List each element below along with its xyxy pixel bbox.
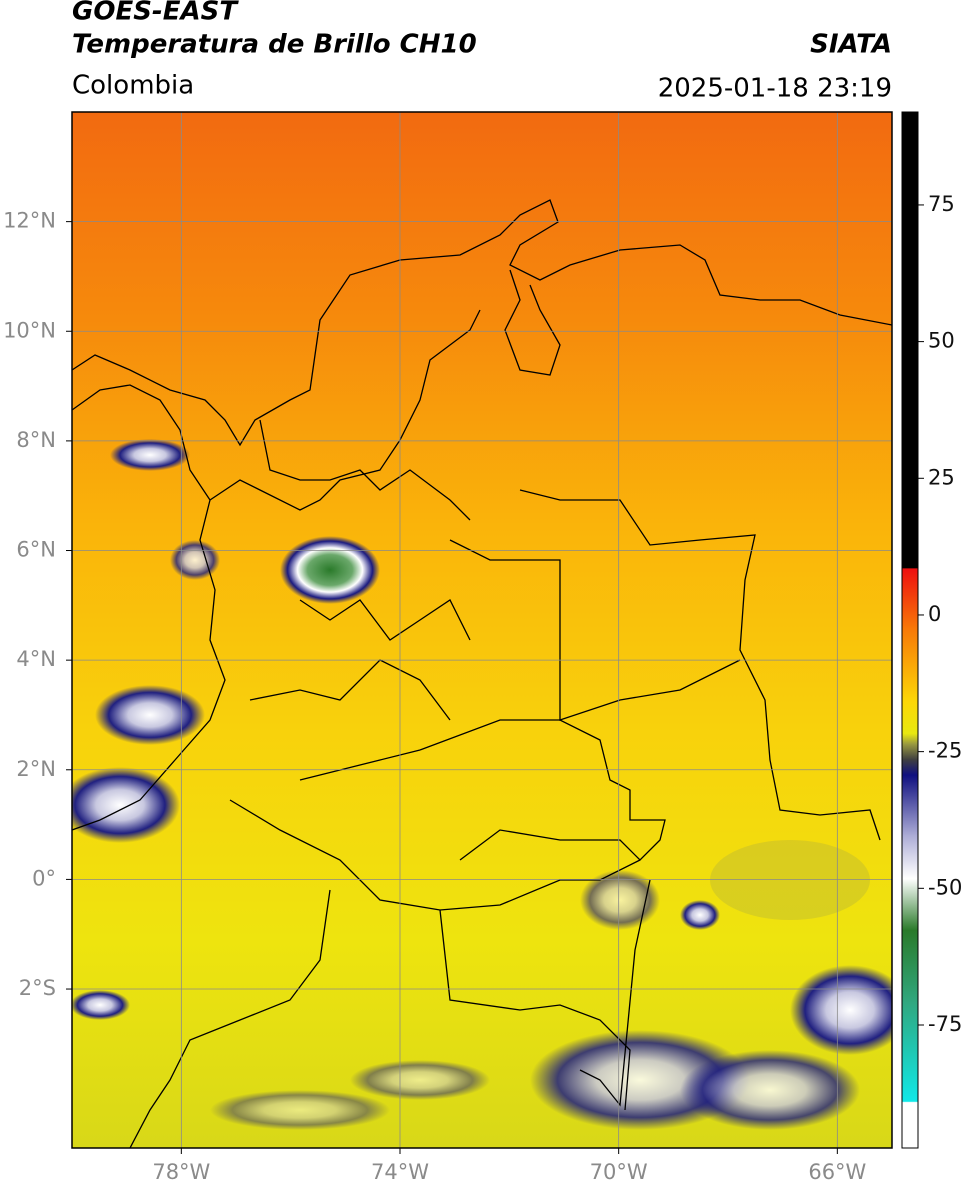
colorbar-tick-label: 25 [928,465,955,489]
y-tick-label: 2°S [19,976,56,1000]
map-frame [71,111,893,1149]
colorbar-tick-label: 75 [928,192,955,216]
y-tick-label: 10°N [3,318,56,342]
title: GOES-EAST [72,0,239,27]
x-tick-label: 66°W [808,1160,866,1184]
y-tick-label: 6°N [16,538,56,562]
colorbar-tick-label: 0 [928,602,941,626]
y-tick-label: 4°N [16,647,56,671]
y-tick-label: 2°N [16,757,56,781]
subtitle: Temperatura de Brillo CH10 [72,30,477,60]
region: Colombia [72,71,194,101]
y-tick-label: 12°N [3,209,56,233]
colorbar [901,111,919,1149]
y-tick-label: 0° [32,866,56,890]
x-tick-label: 70°W [590,1160,648,1184]
colorbar-tick-label: -25 [928,739,962,763]
satellite-image [72,112,892,1148]
colorbar-tick-label: -75 [928,1012,962,1036]
x-tick-label: 78°W [152,1160,210,1184]
datetime: 2025-01-18 23:19 [658,74,892,104]
colorbar-tick-label: 50 [928,329,955,353]
y-tick-label: 8°N [16,428,56,452]
source: SIATA [810,30,892,60]
x-tick-label: 74°W [371,1160,429,1184]
colorbar-tick-label: -50 [928,875,962,899]
